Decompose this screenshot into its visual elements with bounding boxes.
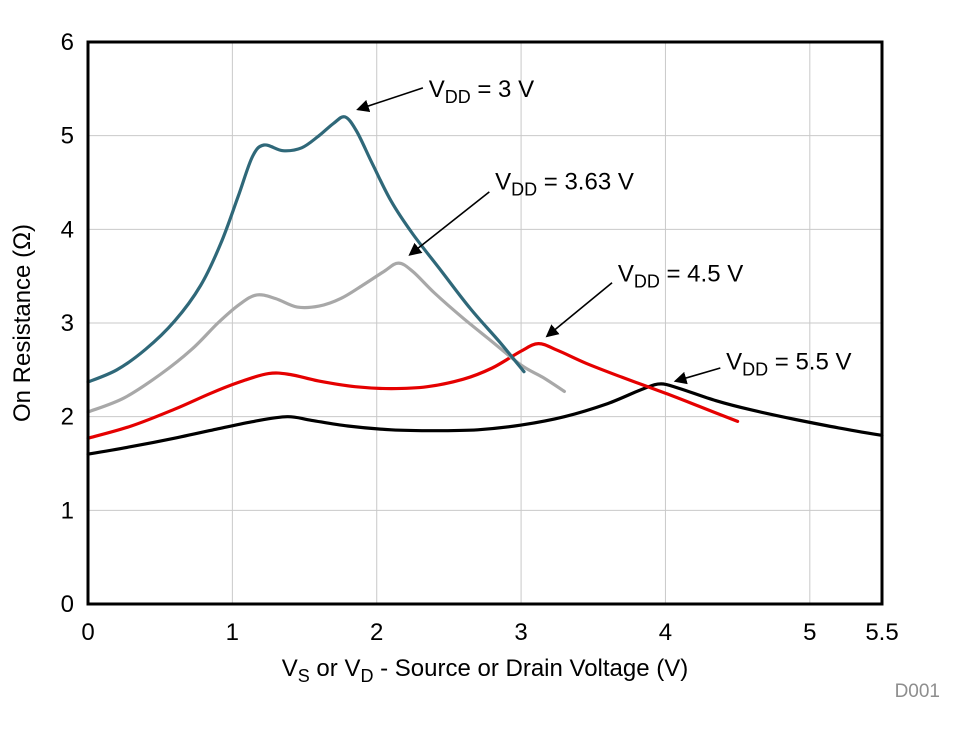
annotation-label: VDD = 4.5 V	[618, 260, 743, 291]
annotation-arrow	[356, 87, 424, 113]
y-tick-label: 5	[61, 123, 74, 150]
annotation-arrow	[408, 191, 490, 256]
x-tick-label: 3	[514, 619, 527, 646]
annotation-vdd-4p5v: VDD = 4.5 V	[545, 260, 743, 338]
y-tick-label: 0	[61, 591, 74, 618]
x-tick-label: 1	[226, 619, 239, 646]
plot-frame	[86, 40, 884, 606]
y-tick-label: 4	[61, 216, 74, 243]
annotation-label: VDD = 5.5 V	[726, 348, 851, 379]
x-tick-label: 4	[659, 619, 672, 646]
annotation-vdd-3p63v: VDD = 3.63 V	[408, 169, 634, 256]
y-tick-label: 1	[61, 497, 74, 524]
y-axis-title: On Resistance (Ω)	[9, 224, 36, 422]
annotations: VDD = 3 V VDD = 3.63 V VDD = 4.5 V VDD = 5.…	[356, 76, 851, 385]
plot-code-watermark: D001	[894, 681, 940, 702]
annotation-arrow	[673, 367, 721, 385]
y-tick-label: 3	[61, 310, 74, 337]
annotation-vdd-5p5v: VDD = 5.5 V	[673, 348, 851, 385]
y-tick-label: 6	[61, 29, 74, 56]
series-curves	[86, 115, 884, 456]
y-tick-label: 2	[61, 404, 74, 431]
x-tick-label: 2	[370, 619, 383, 646]
curve-vdd-3v	[86, 115, 526, 384]
curve-vdd-3p63v	[86, 261, 566, 414]
gridlines	[88, 42, 882, 604]
annotation-label: VDD = 3 V	[429, 76, 534, 107]
annotation-arrow	[545, 282, 613, 338]
x-axis-title: VS or VD - Source or Drain Voltage (V)	[282, 655, 689, 686]
x-tick-labels: 0 1 2 3 4 5 5.5	[81, 619, 898, 646]
annotation-label: VDD = 3.63 V	[495, 169, 634, 200]
y-tick-labels: 0 1 2 3 4 5 6	[61, 29, 74, 618]
annotation-vdd-3v: VDD = 3 V	[356, 76, 534, 113]
x-tick-label: 5.5	[865, 619, 898, 646]
curve-vdd-5p5v	[86, 382, 884, 456]
x-tick-label: 5	[803, 619, 816, 646]
curve-vdd-4p5v	[86, 341, 740, 440]
x-tick-label: 0	[81, 619, 94, 646]
